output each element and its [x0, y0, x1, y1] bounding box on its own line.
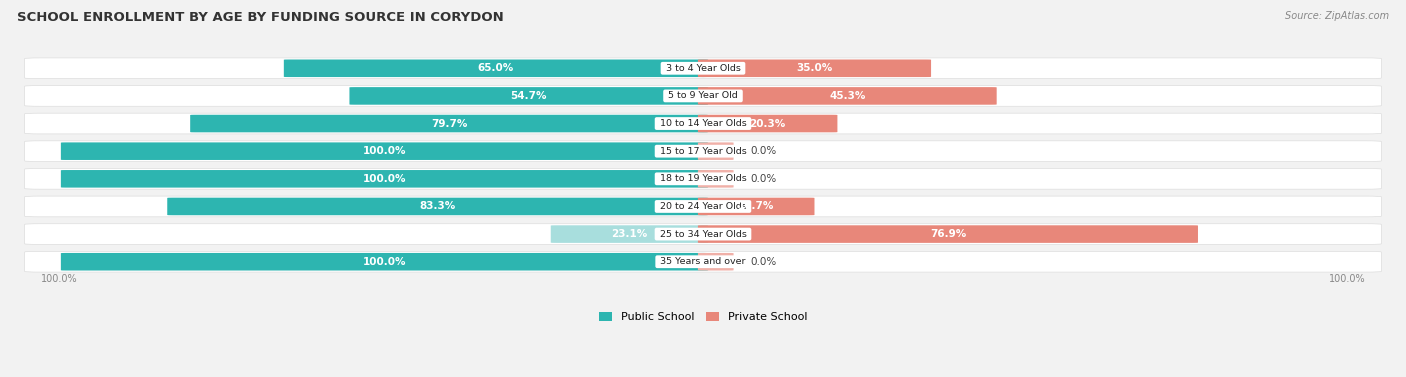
Text: 25 to 34 Year Olds: 25 to 34 Year Olds [657, 230, 749, 239]
Text: 0.0%: 0.0% [751, 174, 778, 184]
FancyBboxPatch shape [24, 58, 1382, 79]
Text: 100.0%: 100.0% [1329, 274, 1365, 284]
FancyBboxPatch shape [24, 86, 1382, 106]
FancyBboxPatch shape [60, 253, 709, 271]
Text: 15 to 17 Year Olds: 15 to 17 Year Olds [657, 147, 749, 156]
FancyBboxPatch shape [697, 225, 1198, 243]
FancyBboxPatch shape [697, 60, 931, 77]
Text: 3 to 4 Year Olds: 3 to 4 Year Olds [662, 64, 744, 73]
Text: 100.0%: 100.0% [363, 174, 406, 184]
FancyBboxPatch shape [24, 224, 1382, 244]
FancyBboxPatch shape [24, 251, 1382, 272]
FancyBboxPatch shape [697, 253, 734, 271]
FancyBboxPatch shape [697, 87, 997, 105]
Text: SCHOOL ENROLLMENT BY AGE BY FUNDING SOURCE IN CORYDON: SCHOOL ENROLLMENT BY AGE BY FUNDING SOUR… [17, 11, 503, 24]
Text: 23.1%: 23.1% [612, 229, 648, 239]
Text: 10 to 14 Year Olds: 10 to 14 Year Olds [657, 119, 749, 128]
Text: 5 to 9 Year Old: 5 to 9 Year Old [665, 91, 741, 100]
FancyBboxPatch shape [167, 198, 709, 215]
Text: 20 to 24 Year Olds: 20 to 24 Year Olds [657, 202, 749, 211]
Text: 76.9%: 76.9% [929, 229, 966, 239]
Text: 65.0%: 65.0% [478, 63, 515, 73]
FancyBboxPatch shape [60, 170, 709, 188]
FancyBboxPatch shape [60, 143, 709, 160]
Text: 18 to 19 Year Olds: 18 to 19 Year Olds [657, 174, 749, 183]
Text: 83.3%: 83.3% [419, 201, 456, 211]
FancyBboxPatch shape [697, 170, 734, 188]
FancyBboxPatch shape [24, 196, 1382, 217]
Text: 100.0%: 100.0% [363, 146, 406, 156]
FancyBboxPatch shape [697, 115, 838, 132]
FancyBboxPatch shape [350, 87, 709, 105]
Text: 79.7%: 79.7% [432, 118, 467, 129]
Text: Source: ZipAtlas.com: Source: ZipAtlas.com [1285, 11, 1389, 21]
Text: 20.3%: 20.3% [749, 118, 786, 129]
Text: 54.7%: 54.7% [510, 91, 547, 101]
FancyBboxPatch shape [284, 60, 709, 77]
FancyBboxPatch shape [697, 198, 814, 215]
FancyBboxPatch shape [24, 113, 1382, 134]
Text: 45.3%: 45.3% [830, 91, 866, 101]
FancyBboxPatch shape [551, 225, 709, 243]
Text: 16.7%: 16.7% [738, 201, 775, 211]
FancyBboxPatch shape [190, 115, 709, 132]
FancyBboxPatch shape [24, 141, 1382, 162]
Text: 35.0%: 35.0% [796, 63, 832, 73]
Text: 0.0%: 0.0% [751, 257, 778, 267]
Legend: Public School, Private School: Public School, Private School [595, 307, 811, 326]
FancyBboxPatch shape [697, 143, 734, 160]
Text: 0.0%: 0.0% [751, 146, 778, 156]
Text: 100.0%: 100.0% [363, 257, 406, 267]
FancyBboxPatch shape [24, 169, 1382, 189]
Text: 35 Years and over: 35 Years and over [657, 257, 749, 266]
Text: 100.0%: 100.0% [41, 274, 77, 284]
